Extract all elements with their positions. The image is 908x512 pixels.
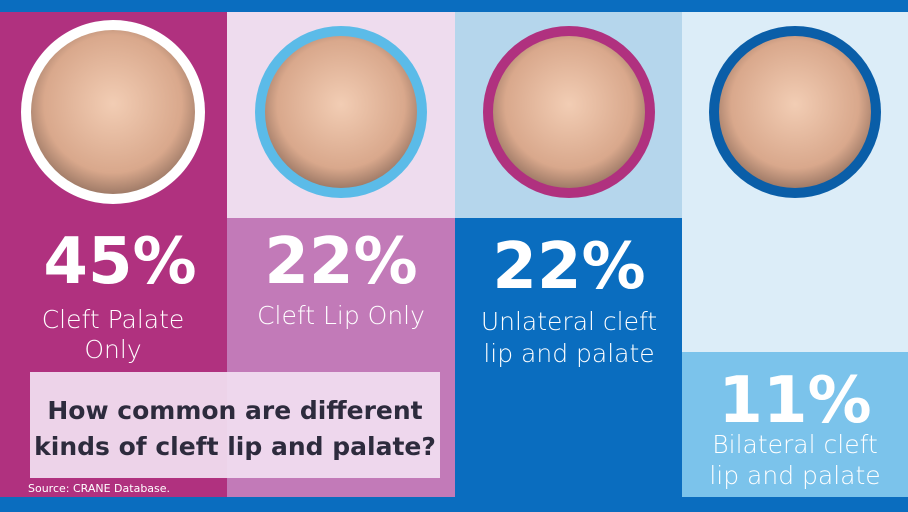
label: Unlateral cleft: [481, 307, 657, 336]
percent: 22%: [264, 225, 417, 299]
percent: 45%: [43, 225, 196, 299]
percent: 22%: [492, 230, 645, 304]
column-bar: [682, 352, 908, 497]
title: How common are different: [47, 396, 422, 425]
label: Bilateral cleft: [712, 430, 878, 459]
label: Cleft Palate: [42, 305, 185, 334]
label: lip and palate: [483, 339, 654, 368]
photo: [493, 36, 645, 188]
label: Cleft Lip Only: [257, 301, 425, 330]
percent: 11%: [718, 364, 871, 438]
photo: [265, 36, 417, 188]
title-box: [30, 372, 440, 478]
column-bar: [455, 218, 682, 497]
source: Source: CRANE Database.: [28, 482, 170, 495]
photo: [31, 30, 195, 194]
label: Only: [84, 335, 141, 364]
label: lip and palate: [709, 461, 880, 490]
photo: [719, 36, 871, 188]
title: kinds of cleft lip and palate?: [34, 432, 436, 461]
